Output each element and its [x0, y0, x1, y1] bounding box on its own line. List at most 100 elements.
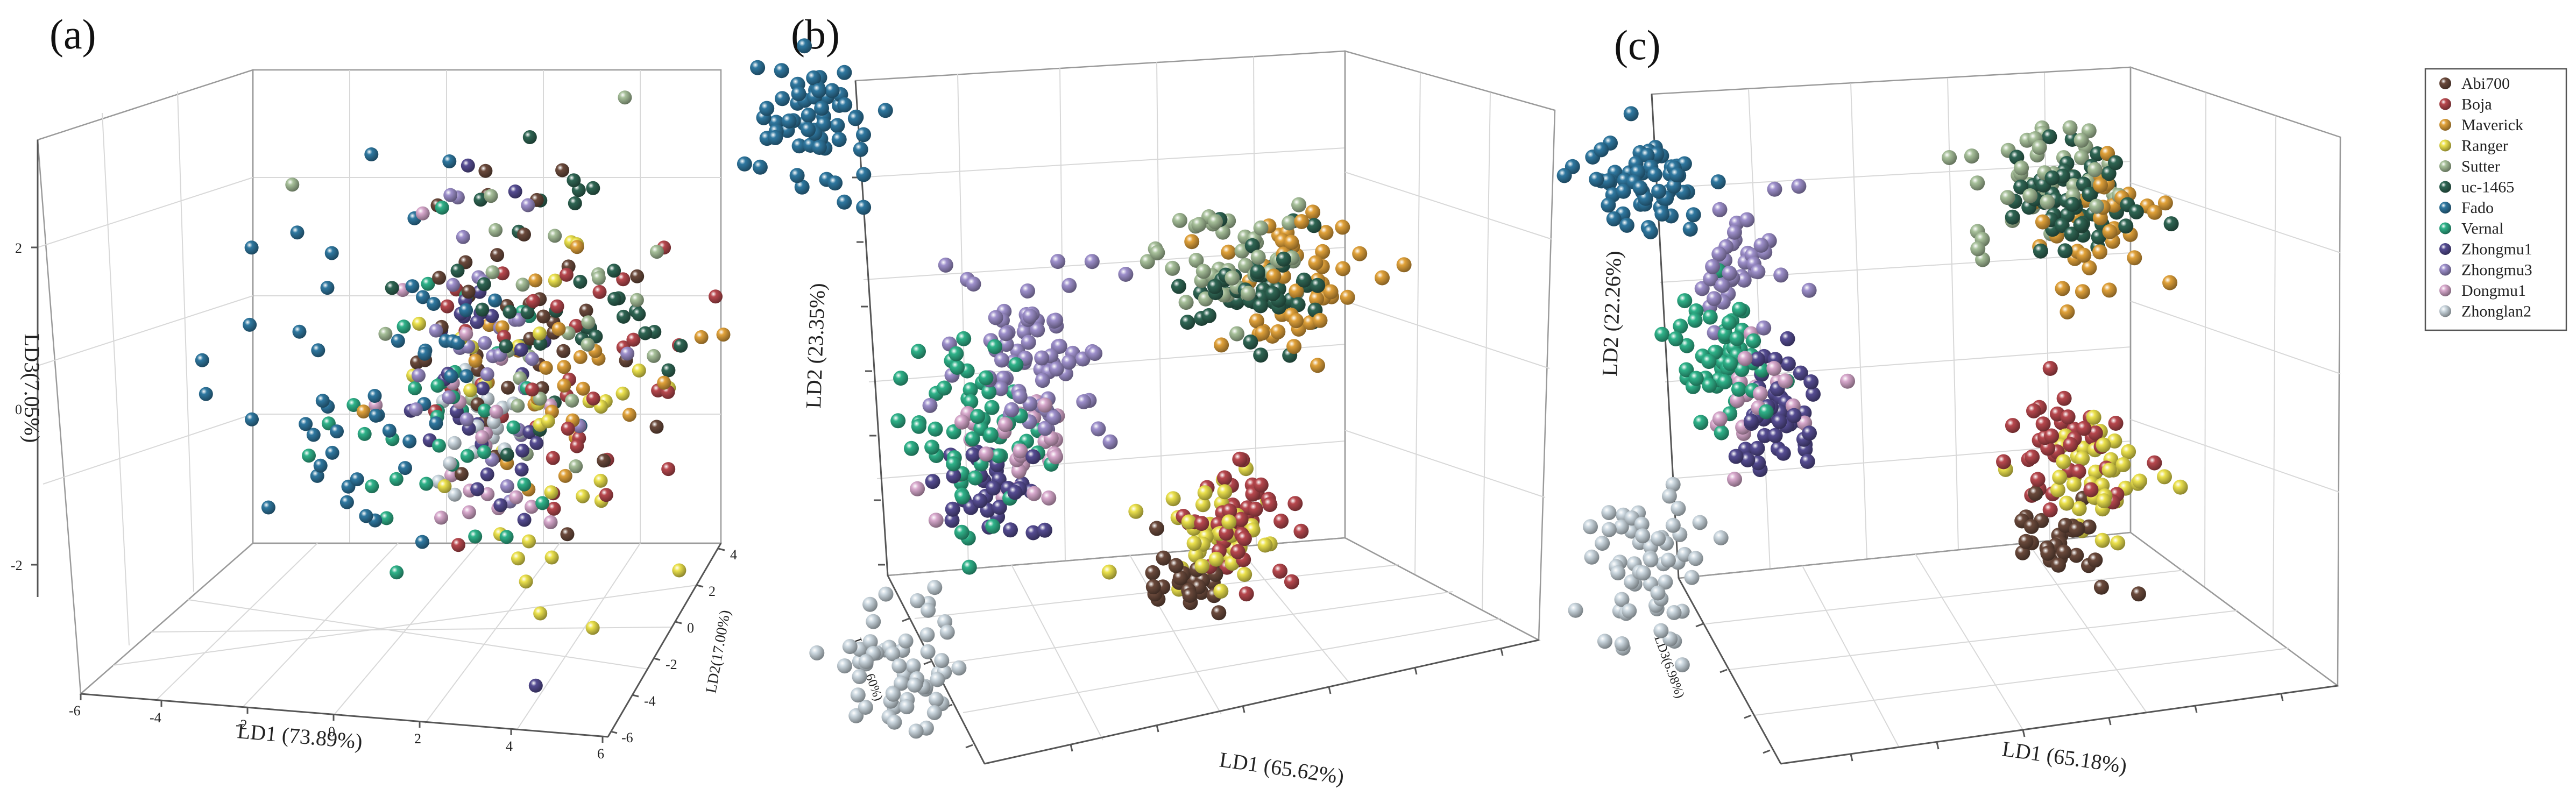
- data-point-fado: [1669, 167, 1685, 182]
- panel-b: (b): [737, 11, 1556, 788]
- legend-label: Vernal: [2461, 220, 2503, 238]
- data-point-zhongmu3: [480, 367, 494, 381]
- data-point-ranger: [2121, 444, 2136, 459]
- data-point-ranger: [463, 383, 478, 397]
- data-point-vernal: [1722, 356, 1738, 371]
- data-point-ranger: [1128, 503, 1144, 519]
- data-point-zhonglan2: [1614, 592, 1630, 607]
- data-point-vernal: [1758, 404, 1774, 420]
- data-point-uc-1465: [500, 447, 514, 462]
- data-point-fado: [1639, 148, 1655, 163]
- panel-a-xtick: 0: [328, 724, 335, 740]
- data-point-zhonglan2: [1684, 570, 1700, 585]
- data-point-vernal: [408, 381, 422, 395]
- data-point-abi700: [2015, 545, 2030, 560]
- data-point-abi700: [2087, 552, 2103, 568]
- data-point-sutter: [548, 229, 562, 243]
- data-point-maverick: [558, 468, 572, 483]
- data-point-fado: [1632, 180, 1648, 196]
- data-point-fado: [325, 445, 339, 460]
- data-point-ranger: [2094, 532, 2110, 548]
- data-point-sutter: [533, 392, 547, 406]
- data-point-ranger: [1217, 484, 1233, 500]
- panel-a-zlabel: LD3(7.05%): [20, 333, 44, 443]
- data-point-zhongmu3: [525, 352, 539, 366]
- data-point-vernal: [984, 400, 1000, 415]
- data-point-zhonglan2: [837, 658, 852, 674]
- data-point-ranger: [2071, 501, 2087, 516]
- data-point-abi700: [2018, 534, 2034, 549]
- data-point-uc-1465: [533, 337, 548, 351]
- data-point-abi700: [560, 527, 575, 542]
- data-point-zhongmu1: [528, 678, 543, 693]
- data-point-zhonglan2: [858, 654, 874, 670]
- data-point-fado: [398, 461, 412, 475]
- data-point-zhongmu3: [1004, 402, 1020, 417]
- data-point-ranger: [519, 574, 533, 589]
- data-point-ranger: [2172, 479, 2188, 495]
- data-point-fado: [1643, 224, 1658, 239]
- data-point-sutter: [2062, 120, 2078, 136]
- data-point-zhonglan2: [1713, 530, 1729, 545]
- data-point-dongmu1: [1712, 411, 1728, 427]
- data-point-zhongmu1: [476, 381, 490, 396]
- data-point-vernal: [1702, 378, 1717, 393]
- data-point-dongmu1: [434, 510, 448, 525]
- data-point-fado: [1600, 173, 1616, 189]
- data-point-fado: [856, 127, 871, 143]
- data-point-zhonglan2: [866, 614, 881, 629]
- data-point-uc-1465: [2073, 217, 2089, 232]
- data-point-zhonglan2: [1666, 605, 1682, 620]
- data-point-uc-1465: [586, 181, 600, 195]
- data-point-ranger: [544, 485, 558, 500]
- data-point-zhongmu3: [922, 397, 938, 413]
- data-point-dongmu1: [1840, 373, 1855, 389]
- panel-a-ytick: -4: [644, 693, 656, 709]
- data-point-vernal: [990, 448, 1006, 464]
- data-point-ranger: [522, 534, 536, 549]
- data-point-uc-1465: [2033, 243, 2048, 259]
- data-point-ranger: [672, 563, 687, 578]
- data-point-zhongmu3: [1076, 394, 1092, 409]
- data-point-vernal: [965, 431, 980, 446]
- data-point-fado: [442, 154, 457, 168]
- data-point-fado: [1616, 183, 1631, 199]
- data-point-zhonglan2: [1671, 501, 1686, 516]
- data-point-zhongmu3: [1030, 322, 1045, 338]
- data-point-fado: [290, 225, 305, 240]
- data-point-uc-1465: [2064, 226, 2079, 242]
- data-point-maverick: [1396, 257, 1412, 273]
- data-point-abi700: [1182, 588, 1198, 603]
- data-point-fado: [367, 389, 382, 403]
- data-point-fado: [801, 108, 816, 123]
- data-point-zhongmu1: [1775, 445, 1791, 461]
- data-point-vernal: [460, 449, 475, 463]
- data-point-zhongmu1: [1757, 428, 1772, 443]
- data-point-fado: [824, 83, 840, 98]
- data-point-sutter: [1150, 245, 1165, 260]
- data-point-vernal: [1717, 326, 1733, 342]
- data-point-boja: [2108, 416, 2124, 431]
- data-point-maverick: [539, 360, 553, 375]
- data-point-zhongmu1: [965, 447, 981, 463]
- data-point-sutter: [1282, 215, 1297, 231]
- data-point-zhonglan2: [842, 639, 858, 655]
- data-point-vernal: [963, 394, 979, 409]
- data-point-boja: [2026, 403, 2041, 418]
- data-point-zhongmu1: [517, 513, 532, 527]
- data-point-vernal: [904, 440, 919, 456]
- data-point-zhongmu1: [493, 498, 508, 513]
- data-point-ranger: [544, 550, 559, 565]
- data-point-fado: [877, 103, 893, 118]
- data-point-maverick: [657, 375, 671, 390]
- data-point-zhongmu3: [442, 390, 456, 404]
- data-point-zhonglan2: [1601, 522, 1617, 537]
- data-point-fado: [350, 472, 364, 487]
- data-point-zhongmu1: [508, 184, 522, 198]
- data-point-sutter: [515, 278, 530, 292]
- data-point-sutter: [1250, 250, 1266, 265]
- data-point-uc-1465: [1306, 218, 1322, 233]
- data-point-dongmu1: [1778, 373, 1793, 389]
- data-point-fado: [811, 140, 827, 155]
- data-point-fado: [759, 101, 775, 116]
